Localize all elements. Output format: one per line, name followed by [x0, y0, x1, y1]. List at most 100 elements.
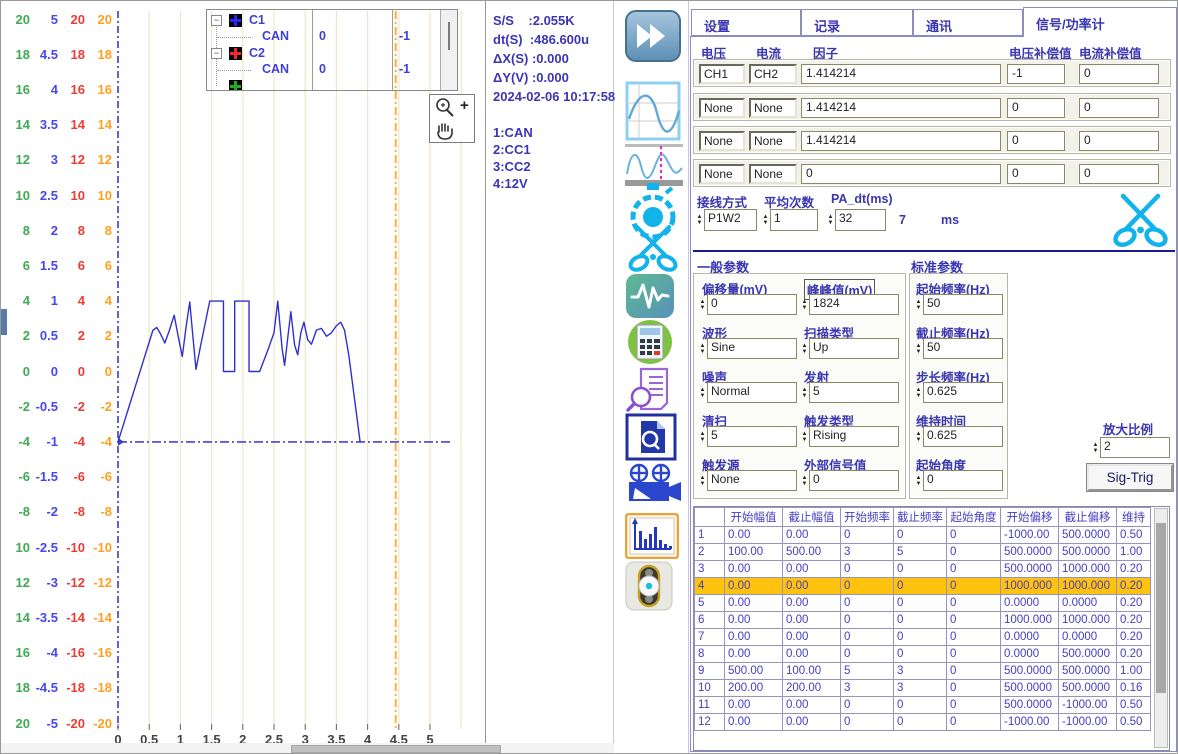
tree-signal-label[interactable]: CAN [262, 62, 290, 76]
table-cell[interactable]: 0.16 [1116, 679, 1151, 697]
table-row[interactable]: 8 0.00 0.00 0 0 0 0.0000 500.0000 0.20 [694, 645, 1151, 663]
calculator-icon[interactable] [625, 319, 681, 370]
table-cell[interactable]: 0.00 [782, 594, 841, 612]
general-field-value[interactable]: 0 [809, 470, 899, 491]
table-cell[interactable]: 500.00 [782, 543, 841, 561]
table-cell[interactable]: 1000.000 [1058, 577, 1117, 595]
table-row[interactable]: 4 0.00 0.00 0 0 0 1000.000 1000.000 0.20 [694, 577, 1151, 595]
table-cell[interactable]: 0 [946, 560, 1001, 578]
tree-scrollbar[interactable] [440, 10, 457, 90]
table-cell[interactable]: 0 [840, 560, 894, 578]
table-cell[interactable]: 0 [946, 628, 1001, 646]
voltage-select[interactable]: None [699, 98, 745, 118]
table-cell[interactable]: 0 [946, 594, 1001, 612]
table-cell[interactable]: 200.00 [724, 679, 783, 697]
table-row[interactable]: 9 500.00 100.00 5 3 0 500.0000 500.0000 1.00 [694, 662, 1151, 680]
table-cell[interactable]: 3 [694, 560, 725, 578]
sig-trig-button[interactable]: Sig-Trig [1086, 463, 1174, 492]
table-cell[interactable]: 100.00 [724, 543, 783, 561]
average-count-spinner-value[interactable]: 1 [770, 209, 818, 231]
table-row[interactable]: 7 0.00 0.00 0 0 0 0.0000 0.0000 0.20 [694, 628, 1151, 646]
current-select[interactable]: None [749, 131, 797, 151]
table-header-cell[interactable]: 开始偏移 [1000, 507, 1059, 527]
horizontal-scrollbar[interactable] [1, 743, 614, 753]
spinner-arrows-icon[interactable]: ▲ ▼ [801, 298, 808, 311]
table-row[interactable]: 10 200.00 200.00 3 3 0 500.0000 500.0000 0.16 [694, 679, 1151, 697]
spinner-arrows-icon[interactable]: ▲ ▼ [915, 298, 922, 311]
factor-field[interactable]: 1.414214 [801, 131, 1001, 151]
factor-field[interactable]: 1.414214 [801, 64, 1001, 84]
table-cell[interactable]: 0.00 [782, 713, 841, 731]
channel-tree[interactable]: − C1 CAN 0 -1 − C2 CAN 0 -1 [206, 9, 458, 91]
voltage-comp-field[interactable]: 0 [1007, 98, 1065, 118]
current-comp-field[interactable]: 0 [1079, 164, 1159, 184]
table-cell[interactable]: 5 [893, 543, 947, 561]
spinner-arrows-icon[interactable]: ▲ ▼ [699, 342, 706, 355]
table-cell[interactable]: 0 [946, 696, 1001, 714]
spinner-arrows-icon[interactable]: ▲ ▼ [915, 386, 922, 399]
factor-field[interactable]: 0 [801, 164, 1001, 184]
pulse-icon[interactable] [625, 273, 681, 324]
table-row[interactable]: 1 0.00 0.00 0 0 0 -1000.00 500.0000 0.50 [694, 526, 1151, 544]
spinner-arrows-icon[interactable]: ▲ ▼ [699, 430, 706, 443]
general-field[interactable]: ▲ ▼ 5 [698, 426, 797, 447]
tab-signal-power[interactable]: 信号/功率计 [1023, 7, 1177, 37]
standard-field[interactable]: ▲ ▼ 50 [914, 294, 1003, 315]
general-field[interactable]: ▲ ▼ 0 [698, 294, 797, 315]
table-cell[interactable]: 200.00 [782, 679, 841, 697]
table-cell[interactable]: 0.00 [782, 577, 841, 595]
zoom-magnifier-icon[interactable] [432, 96, 460, 120]
channel-marker-icon[interactable] [229, 14, 242, 27]
table-cell[interactable]: 0.00 [782, 696, 841, 714]
spinner-arrows-icon[interactable]: ▲ ▼ [827, 214, 834, 226]
table-cell[interactable]: 0 [946, 526, 1001, 544]
table-cell[interactable]: -1000.00 [1000, 713, 1059, 731]
table-cell[interactable]: 0 [946, 662, 1001, 680]
table-cell[interactable]: 1 [694, 526, 725, 544]
table-cell[interactable]: 12 [694, 713, 725, 731]
standard-field[interactable]: ▲ ▼ 0.625 [914, 382, 1003, 403]
pa-dt-spinner-value[interactable]: 32 [835, 209, 886, 231]
standard-field-value[interactable]: 50 [923, 294, 1003, 315]
wiring-mode-spinner[interactable]: ▲ ▼ P1W2 [695, 209, 757, 231]
average-count-spinner[interactable]: ▲ ▼ 1 [761, 209, 818, 231]
fast-forward-button[interactable] [625, 10, 681, 67]
table-cell[interactable]: 0.00 [724, 696, 783, 714]
doc-search-icon[interactable] [625, 413, 681, 466]
pa-dt-spinner[interactable]: ▲ ▼ 32 [826, 209, 886, 231]
table-cell[interactable]: 8 [694, 645, 725, 663]
table-cell[interactable]: 0.20 [1116, 560, 1151, 578]
table-cell[interactable]: 500.0000 [1058, 526, 1117, 544]
table-cell[interactable]: 0.00 [724, 577, 783, 595]
channel-marker-icon[interactable] [229, 47, 242, 60]
general-field[interactable]: ▲ ▼ Normal [698, 382, 797, 403]
general-field-value[interactable]: 0 [707, 294, 797, 315]
table-cell[interactable]: 500.0000 [1058, 679, 1117, 697]
table-cell[interactable]: 0.0000 [1000, 594, 1059, 612]
table-cell[interactable]: 0 [893, 560, 947, 578]
channel-marker-icon[interactable] [229, 80, 242, 90]
table-cell[interactable]: 0.00 [724, 611, 783, 629]
table-cell[interactable]: 500.0000 [1000, 696, 1059, 714]
table-cell[interactable]: 0 [946, 645, 1001, 663]
table-cell[interactable]: 0.00 [724, 560, 783, 578]
table-cell[interactable]: 0 [893, 526, 947, 544]
table-cell[interactable]: 0 [893, 594, 947, 612]
table-cell[interactable]: 3 [893, 679, 947, 697]
tree-expander-icon[interactable]: − [211, 48, 222, 59]
standard-field-value[interactable]: 50 [923, 338, 1003, 359]
table-header-cell[interactable] [694, 507, 725, 527]
table-cell[interactable]: 0.0000 [1000, 645, 1059, 663]
wiring-mode-spinner-value[interactable]: P1W2 [704, 209, 757, 231]
table-cell[interactable]: 0 [893, 645, 947, 663]
table-row[interactable]: 11 0.00 0.00 0 0 0 500.0000 -1000.00 0.50 [694, 696, 1151, 714]
general-field-value[interactable]: Normal [707, 382, 797, 403]
table-cell[interactable]: 0.00 [724, 628, 783, 646]
table-cell[interactable]: 500.0000 [1000, 662, 1059, 680]
standard-field[interactable]: ▲ ▼ 0 [914, 470, 1003, 491]
table-cell[interactable]: 0.00 [782, 560, 841, 578]
voltage-comp-field[interactable]: 0 [1007, 131, 1065, 151]
table-cell[interactable]: 2 [694, 543, 725, 561]
factor-field[interactable]: 1.414214 [801, 98, 1001, 118]
table-cell[interactable]: 0.00 [782, 526, 841, 544]
